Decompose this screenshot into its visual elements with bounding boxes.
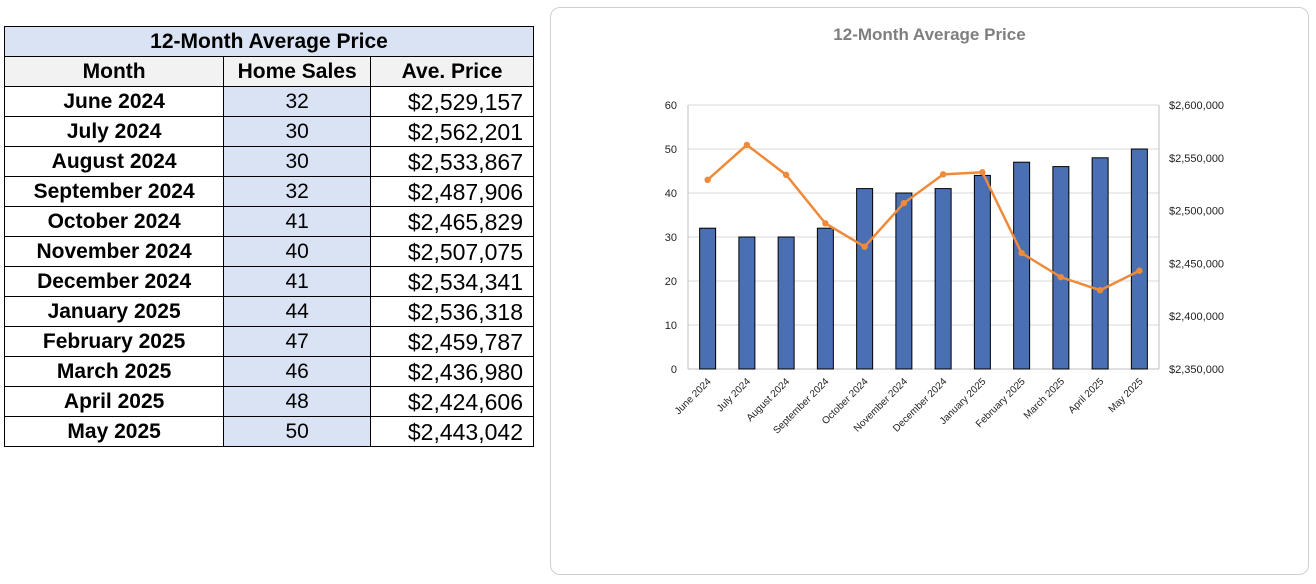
bar-home-sales [856, 188, 874, 370]
y-left-tick-label: 60 [665, 100, 677, 112]
table-row: April 2025 48 $2,424,606 [3, 386, 534, 417]
bar-home-sales [1130, 148, 1148, 370]
table-title: 12-Month Average Price [4, 26, 534, 57]
table-row: November 2024 40 $2,507,075 [3, 236, 534, 267]
y-left-tick-label: 20 [665, 276, 677, 288]
y-right-tick-label: $2,550,000 [1169, 153, 1224, 165]
point-ave-price [1018, 249, 1025, 257]
bar-home-sales [1013, 161, 1031, 370]
y-left-tick-label: 50 [665, 144, 677, 156]
ave-price-cell: $2,443,042 [370, 416, 534, 447]
y-left-tick-label: 40 [665, 188, 677, 200]
y-left-tick-label: 30 [665, 232, 677, 244]
y-right-tick-label: $2,450,000 [1169, 258, 1224, 270]
x-tick-label: July 2024 [715, 376, 753, 414]
ave-price-cell: $2,465,829 [370, 206, 534, 237]
combo-chart: 0 10 20 30 40 50 60 $2,350,000 $2,400,000 $2,450,… [665, 100, 1224, 436]
x-tick-label: May 2025 [1107, 376, 1146, 415]
month-cell: May 2025 [3, 416, 225, 447]
point-ave-price [704, 176, 711, 184]
month-cell: March 2025 [3, 356, 225, 387]
chart-container: 12-Month Average Price 0 10 20 30 40 50 60 $2,3… [550, 7, 1309, 575]
point-ave-price [1057, 273, 1065, 281]
home-sales-cell: 32 [223, 176, 372, 207]
table-row: January 2025 44 $2,536,318 [3, 296, 534, 327]
ave-price-cell: $2,533,867 [370, 146, 534, 177]
point-ave-price [743, 141, 751, 149]
bar-home-sales [777, 236, 795, 370]
home-sales-cell: 41 [223, 206, 372, 237]
point-ave-price [782, 171, 790, 179]
point-ave-price [979, 169, 986, 176]
bar-home-sales [1052, 166, 1070, 370]
table-row: December 2024 41 $2,534,341 [3, 266, 534, 297]
point-ave-price [900, 199, 908, 207]
ave-price-cell: $2,529,157 [370, 86, 534, 117]
month-cell: December 2024 [3, 266, 225, 297]
month-cell: October 2024 [3, 206, 225, 237]
y-left-tick-label: 0 [671, 364, 677, 376]
x-tick-label: March 2025 [1022, 376, 1067, 421]
home-sales-cell: 48 [223, 386, 372, 417]
x-tick-label: June 2024 [673, 376, 714, 417]
ave-price-cell: $2,487,906 [370, 176, 534, 207]
header-home-sales: Home Sales [223, 56, 372, 87]
chart-title: 12-Month Average Price [833, 25, 1026, 44]
ave-price-cell: $2,459,787 [370, 326, 534, 357]
y-right-tick-label: $2,350,000 [1169, 364, 1224, 376]
bar-home-sales [738, 236, 756, 370]
home-sales-cell: 47 [223, 326, 372, 357]
month-cell: September 2024 [3, 176, 225, 207]
home-sales-cell: 32 [223, 86, 372, 117]
point-ave-price [1096, 287, 1104, 294]
month-cell: November 2024 [3, 236, 225, 267]
month-cell: February 2025 [3, 326, 225, 357]
month-cell: April 2025 [3, 386, 225, 417]
bar-home-sales [816, 227, 834, 370]
month-cell: June 2024 [3, 86, 225, 117]
table-row: August 2024 30 $2,533,867 [3, 146, 534, 177]
ave-price-cell: $2,562,201 [370, 116, 534, 147]
y-right-tick-label: $2,500,000 [1169, 206, 1224, 218]
ave-price-cell: $2,534,341 [370, 266, 534, 297]
y-left-tick-label: 10 [665, 320, 677, 332]
table-row: July 2024 30 $2,562,201 [3, 116, 534, 147]
bar-home-sales [895, 192, 913, 370]
line-ave-price [706, 143, 1140, 292]
table-row: May 2025 50 $2,443,042 [3, 416, 534, 447]
point-ave-price [1136, 267, 1143, 274]
point-ave-price [861, 243, 868, 250]
y-right-tick-label: $2,400,000 [1169, 311, 1224, 323]
home-sales-cell: 30 [223, 116, 372, 147]
table-row: February 2025 47 $2,459,787 [3, 326, 534, 357]
home-sales-cell: 46 [223, 356, 372, 387]
home-sales-cell: 50 [223, 416, 372, 447]
x-tick-label: April 2025 [1067, 376, 1107, 416]
price-table: 12-Month Average Price Month Home Sales … [3, 26, 534, 447]
y-right-tick-label: $2,600,000 [1169, 100, 1224, 112]
table-row: September 2024 32 $2,487,906 [3, 176, 534, 207]
table-row: June 2024 32 $2,529,157 [3, 86, 534, 117]
table-row: March 2025 46 $2,436,980 [3, 356, 534, 387]
ave-price-cell: $2,424,606 [370, 386, 534, 417]
home-sales-cell: 44 [223, 296, 372, 327]
ave-price-cell: $2,507,075 [370, 236, 534, 267]
ave-price-cell: $2,536,318 [370, 296, 534, 327]
point-ave-price [939, 171, 947, 178]
bar-home-sales [699, 227, 717, 370]
table-row: October 2024 41 $2,465,829 [3, 206, 534, 237]
ave-price-cell: $2,436,980 [370, 356, 534, 387]
point-ave-price [822, 220, 829, 227]
header-ave-price: Ave. Price [370, 56, 534, 87]
home-sales-cell: 30 [223, 146, 372, 177]
bar-home-sales [973, 174, 991, 370]
header-month: Month [3, 56, 225, 87]
home-sales-cell: 41 [223, 266, 372, 297]
month-cell: July 2024 [3, 116, 225, 147]
month-cell: August 2024 [3, 146, 225, 177]
month-cell: January 2025 [3, 296, 225, 327]
bar-home-sales [934, 188, 952, 370]
home-sales-cell: 40 [223, 236, 372, 267]
bar-home-sales [1091, 157, 1109, 370]
